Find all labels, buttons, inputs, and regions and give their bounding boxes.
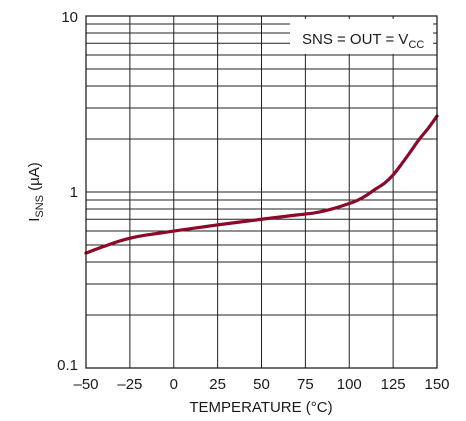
annotation-text: SNS = OUT = VCC <box>302 31 424 51</box>
x-tick-label-1: –25 <box>117 376 142 393</box>
x-tick-labels: –50 –25 0 25 50 75 100 125 150 <box>73 376 449 393</box>
series-group <box>84 114 439 255</box>
series-line-0 <box>84 114 439 255</box>
x-axis-title: TEMPERATURE (°C) <box>189 399 332 416</box>
annotation-sub: CC <box>408 39 424 51</box>
x-tick-label-6: 100 <box>337 376 362 393</box>
annotation-box <box>290 19 433 54</box>
y-tick-label-0: 0.1 <box>57 357 78 374</box>
y-axis-title-unit: (µA) <box>26 162 43 195</box>
x-tick-label-4: 50 <box>253 376 270 393</box>
x-tick-label-5: 75 <box>297 376 314 393</box>
x-tick-label-3: 25 <box>209 376 226 393</box>
y-axis-title-sub: SNS <box>34 195 46 218</box>
y-tick-labels: 0.1 1 10 <box>57 9 78 374</box>
x-tick-label-2: 0 <box>170 376 178 393</box>
x-tick-label-7: 125 <box>381 376 406 393</box>
plot-frame <box>85 15 438 369</box>
annotation-main: SNS = OUT = V <box>302 31 408 48</box>
y-axis-title: ISNS (µA) <box>26 162 46 222</box>
x-tick-label-0: –50 <box>73 376 98 393</box>
x-tick-label-8: 150 <box>424 376 449 393</box>
grid <box>85 16 438 369</box>
y-axis-title-main: I <box>26 218 43 222</box>
y-tick-label-1: 1 <box>70 184 78 201</box>
y-tick-label-2: 10 <box>61 9 78 26</box>
